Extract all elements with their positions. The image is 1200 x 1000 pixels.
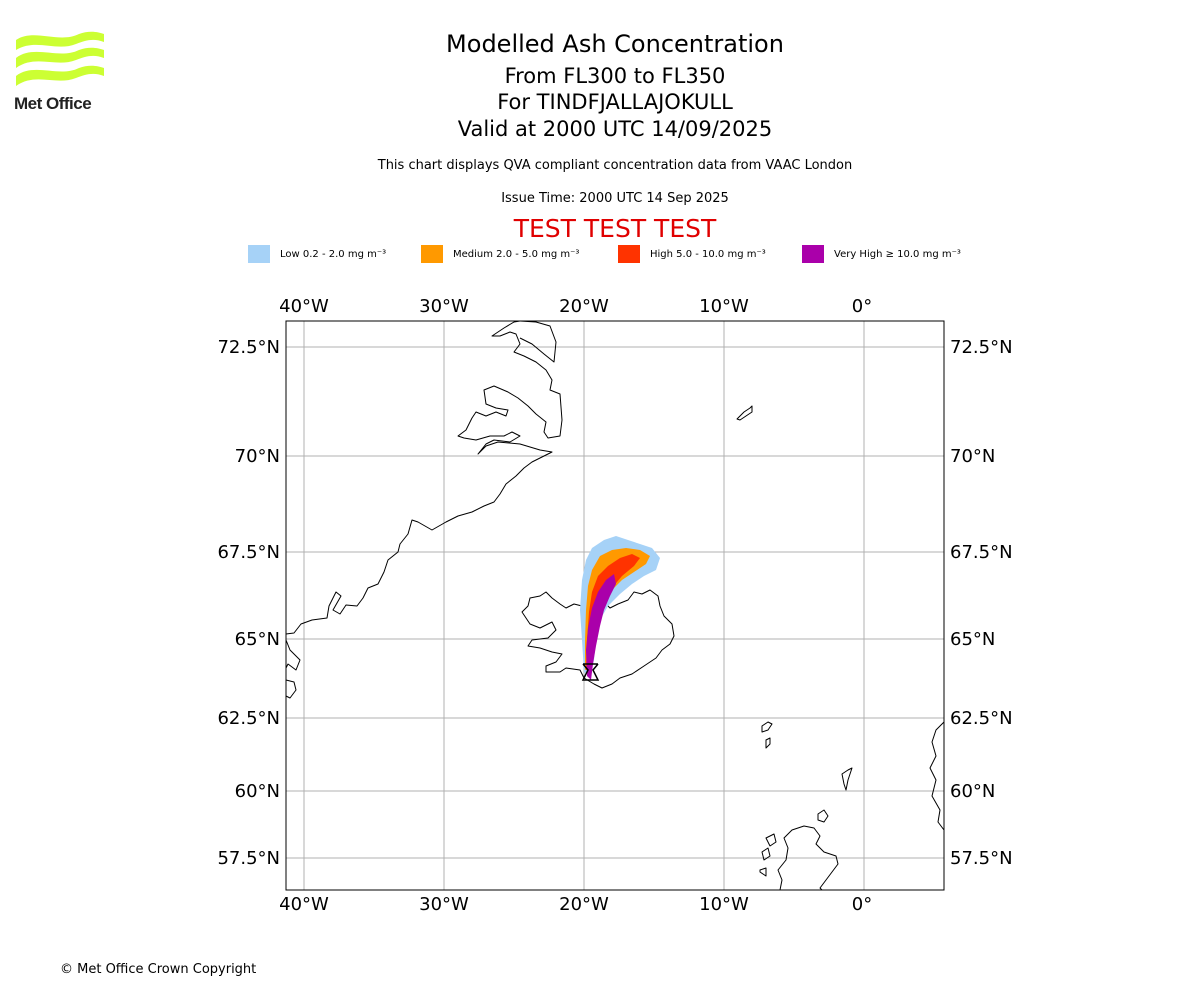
coastlines <box>285 320 945 891</box>
issue-time: Issue Time: 2000 UTC 14 Sep 2025 <box>501 191 729 206</box>
legend-swatch-medium <box>421 245 443 263</box>
shetland-coast <box>841 767 853 791</box>
lat-label-right: 72.5°N <box>950 337 1013 358</box>
ash-concentration-map: 40°W 30°W 20°W 10°W 0° 40°W 30°W 20°W 10… <box>217 296 1013 915</box>
ash-zone-high <box>586 554 640 670</box>
lat-label-left: 67.5°N <box>217 542 280 563</box>
norway-coast <box>929 721 945 831</box>
lat-label-left: 72.5°N <box>217 337 280 358</box>
jan-mayen-coast <box>736 405 753 421</box>
legend-swatch-high <box>618 245 640 263</box>
map-gridlines <box>286 321 944 890</box>
lon-label-bottom: 0° <box>852 894 872 915</box>
lon-label-bottom: 10°W <box>699 894 749 915</box>
lat-label-right: 67.5°N <box>950 542 1013 563</box>
legend-item-medium: Medium 2.0 - 5.0 mg m⁻³ <box>421 244 579 264</box>
legend-item-very-high: Very High ≥ 10.0 mg m⁻³ <box>802 244 961 264</box>
lat-label-right: 65°N <box>950 629 995 650</box>
lat-label-right: 60°N <box>950 781 995 802</box>
ash-plume <box>580 536 660 680</box>
greenland-coast <box>285 320 563 635</box>
chart-title: Modelled Ash Concentration <box>446 30 784 58</box>
lon-label-top: 0° <box>852 296 872 317</box>
legend-swatch-very-high <box>802 245 824 263</box>
lat-label-left: 57.5°N <box>217 848 280 869</box>
lat-label-left: 60°N <box>235 781 280 802</box>
lon-label-top: 10°W <box>699 296 749 317</box>
flight-level-range: From FL300 to FL350 <box>504 64 726 88</box>
lon-label-bottom: 20°W <box>559 894 609 915</box>
lat-label-right: 70°N <box>950 446 995 467</box>
met-office-wave-logo <box>16 31 104 86</box>
legend-label-very-high: Very High ≥ 10.0 mg m⁻³ <box>834 248 961 260</box>
orkney-coast <box>817 809 829 823</box>
logo-wordmark: Met Office <box>14 94 92 113</box>
legend-label-medium: Medium 2.0 - 5.0 mg m⁻³ <box>453 248 580 260</box>
ash-zone-very-high <box>586 574 616 680</box>
lat-label-left: 62.5°N <box>217 708 280 729</box>
legend-item-low: Low 0.2 - 2.0 mg m⁻³ <box>248 244 386 264</box>
legend-item-high: High 5.0 - 10.0 mg m⁻³ <box>618 244 766 264</box>
lat-label-left: 70°N <box>235 446 280 467</box>
copyright-notice: © Met Office Crown Copyright <box>60 962 257 977</box>
faroe-islands-coast <box>761 721 773 749</box>
legend-label-low: Low 0.2 - 2.0 mg m⁻³ <box>280 248 387 260</box>
legend-swatch-low <box>248 245 270 263</box>
lon-label-bottom: 30°W <box>419 894 469 915</box>
lat-label-right: 57.5°N <box>950 848 1013 869</box>
lon-label-top: 40°W <box>279 296 329 317</box>
legend-label-high: High 5.0 - 10.0 mg m⁻³ <box>650 248 766 260</box>
test-banner: TEST TEST TEST <box>513 214 717 243</box>
lon-label-top: 30°W <box>419 296 469 317</box>
chart-description: This chart displays QVA compliant concen… <box>377 158 853 173</box>
lon-label-bottom: 40°W <box>279 894 329 915</box>
volcano-name: For TINDFJALLAJOKULL <box>497 90 733 114</box>
met-office-logo: Met Office <box>14 30 114 114</box>
lon-label-top: 20°W <box>559 296 609 317</box>
scotland-coast <box>777 825 839 891</box>
map-frame <box>285 320 945 891</box>
lat-label-right: 62.5°N <box>950 708 1013 729</box>
valid-time: Valid at 2000 UTC 14/09/2025 <box>457 117 773 141</box>
volcano-marker-icon <box>581 663 600 681</box>
lat-label-left: 65°N <box>235 629 280 650</box>
